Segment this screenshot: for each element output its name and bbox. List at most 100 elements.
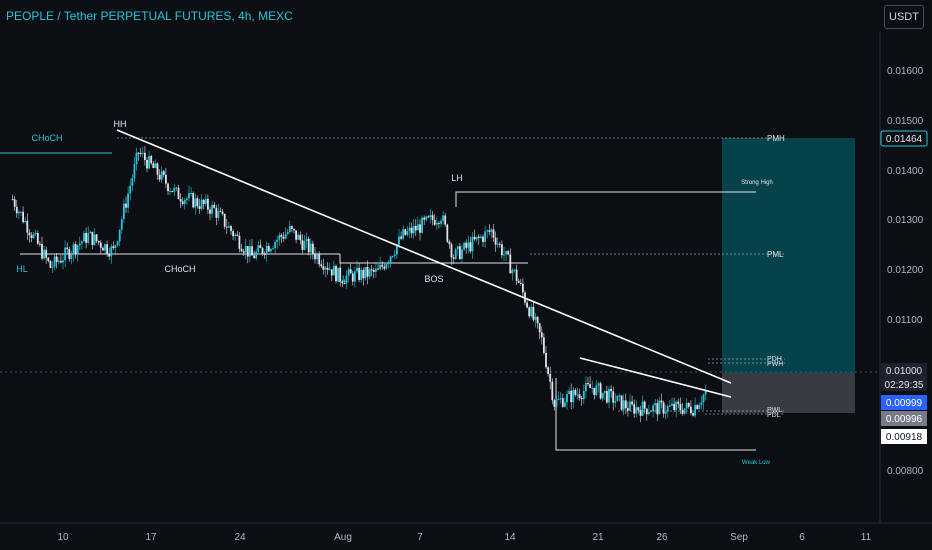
candle-body bbox=[511, 270, 514, 274]
candle-body bbox=[572, 389, 575, 403]
price-tick: 0.00800 bbox=[887, 466, 924, 477]
candle-body bbox=[175, 187, 178, 189]
candle-body bbox=[267, 245, 270, 252]
candle-body bbox=[259, 245, 262, 248]
pdh-label: PDH bbox=[767, 356, 782, 363]
candle-body bbox=[612, 391, 615, 403]
candle-body bbox=[480, 236, 482, 238]
hh-label: HH bbox=[114, 119, 127, 129]
candle-body bbox=[681, 410, 684, 414]
time-tick: 6 bbox=[799, 532, 805, 543]
candle-body bbox=[549, 373, 552, 382]
bos-line bbox=[339, 254, 528, 264]
candle-body bbox=[408, 227, 411, 232]
candle-body bbox=[578, 394, 581, 399]
ll-label: LL bbox=[337, 274, 347, 284]
strong-high-label: Strong High bbox=[741, 180, 773, 186]
time-tick: 7 bbox=[417, 532, 423, 543]
time-tick: Aug bbox=[334, 532, 352, 543]
candle-body bbox=[545, 352, 547, 368]
svg-text:0.01000: 0.01000 bbox=[886, 366, 923, 377]
candle-body bbox=[482, 236, 484, 242]
candle-body bbox=[622, 400, 625, 410]
candle-body bbox=[190, 193, 192, 195]
candle-body bbox=[162, 171, 165, 175]
candle-body bbox=[312, 243, 314, 254]
candle-body bbox=[330, 269, 333, 276]
wedge-trendline[interactable] bbox=[579, 357, 732, 398]
candle-body bbox=[45, 249, 48, 258]
candle-body bbox=[503, 254, 505, 256]
candle-body bbox=[324, 267, 327, 270]
candle-body bbox=[379, 264, 381, 270]
candle-body bbox=[167, 183, 169, 192]
currency-button[interactable]: USDT bbox=[884, 5, 924, 29]
candle-body bbox=[263, 253, 266, 255]
candle-body bbox=[341, 281, 344, 284]
candle-body bbox=[173, 187, 176, 192]
candle-body bbox=[316, 254, 318, 260]
candle-body bbox=[72, 244, 75, 255]
candle-body bbox=[522, 283, 524, 293]
candle-body bbox=[561, 398, 564, 407]
candle-body bbox=[209, 209, 211, 214]
hl-label: HL bbox=[16, 264, 28, 274]
candle-body bbox=[423, 217, 426, 220]
candle-body bbox=[669, 405, 671, 407]
candle-body bbox=[704, 391, 707, 395]
candle-body bbox=[261, 247, 264, 254]
candle-body bbox=[555, 399, 558, 407]
candle-body bbox=[547, 367, 549, 374]
candle-body bbox=[118, 229, 121, 242]
candle-body bbox=[322, 266, 325, 270]
symbol-title[interactable]: PEOPLE / Tether PERPETUAL FUTURES, 4h, M… bbox=[6, 9, 293, 23]
candle-body bbox=[597, 383, 600, 386]
candle-body bbox=[664, 411, 667, 414]
price-badge-last: 0.01000 bbox=[881, 363, 927, 377]
candle-body bbox=[658, 400, 661, 415]
candle-body bbox=[18, 211, 20, 214]
candle-body bbox=[181, 201, 184, 204]
price-tick: 0.01400 bbox=[887, 166, 924, 177]
main-descending-trendline[interactable] bbox=[116, 129, 732, 384]
target-zone bbox=[722, 138, 855, 373]
candle-body bbox=[257, 245, 260, 252]
time-axis[interactable]: 10 17 24 Aug 7 14 21 26 Sep 6 11 bbox=[57, 532, 871, 543]
candle-body bbox=[385, 264, 388, 269]
candle-body bbox=[473, 236, 476, 240]
candle-body bbox=[108, 253, 111, 257]
candle-body bbox=[469, 242, 472, 252]
candle-body bbox=[429, 215, 432, 218]
candle-body bbox=[624, 400, 627, 409]
price-axis[interactable]: 0.01600 0.01500 0.01400 0.01300 0.01200 … bbox=[887, 66, 924, 477]
candle-body bbox=[158, 174, 161, 180]
candle-body bbox=[28, 232, 31, 236]
candle-body bbox=[606, 391, 608, 403]
candle-body bbox=[677, 401, 680, 404]
time-tick: 24 bbox=[234, 532, 246, 543]
candle-body bbox=[643, 401, 646, 409]
candle-body bbox=[51, 266, 54, 268]
candle-body bbox=[135, 152, 138, 165]
candle-body bbox=[291, 226, 293, 229]
candle-body bbox=[76, 245, 79, 254]
candle-body bbox=[438, 222, 440, 224]
candle-body bbox=[366, 266, 369, 277]
candle-body bbox=[631, 401, 633, 405]
candle-body bbox=[345, 275, 348, 284]
candle-body bbox=[633, 404, 636, 414]
candle-body bbox=[538, 323, 541, 333]
candle-body bbox=[391, 256, 394, 258]
candle-body bbox=[387, 262, 390, 265]
candle-body bbox=[582, 391, 585, 400]
pmh-label: PMH bbox=[767, 134, 785, 143]
candle-body bbox=[498, 243, 501, 245]
candle-body bbox=[368, 269, 371, 277]
candle-body bbox=[660, 400, 663, 403]
candle-body bbox=[34, 233, 37, 235]
candle-body bbox=[534, 316, 537, 320]
candle-body bbox=[343, 283, 346, 285]
candle-body bbox=[293, 228, 295, 231]
candle-body bbox=[62, 260, 64, 263]
